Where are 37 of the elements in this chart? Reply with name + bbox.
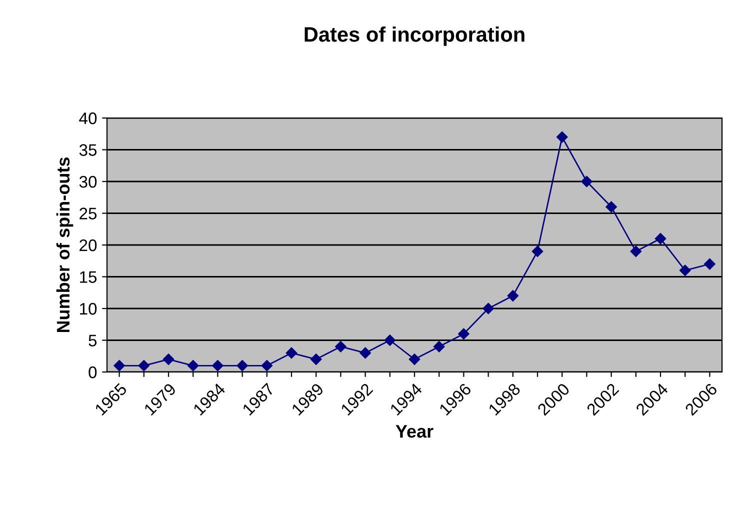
point <box>310 354 322 365</box>
point <box>384 334 396 346</box>
point <box>433 340 445 352</box>
y-tick-label: 25 <box>80 208 97 220</box>
point <box>236 360 248 372</box>
point <box>630 246 642 257</box>
point <box>138 360 150 372</box>
point <box>507 290 519 302</box>
point <box>654 233 666 244</box>
point <box>556 131 568 143</box>
point <box>532 246 544 257</box>
chart-title: Dates of incorporation <box>304 26 524 46</box>
point <box>581 176 592 188</box>
y-tick-label: 15 <box>80 271 97 283</box>
point <box>261 360 273 372</box>
point <box>704 258 716 270</box>
y-tick-label: 0 <box>88 366 97 378</box>
point <box>187 360 199 372</box>
point <box>286 347 298 359</box>
y-axis-title: Number of spin-outs <box>56 157 74 332</box>
point <box>114 360 125 372</box>
y-tick-label: 5 <box>88 334 97 346</box>
point <box>408 354 420 365</box>
y-tick-label: 40 <box>79 112 97 124</box>
y-tick-label: 30 <box>79 176 97 188</box>
point <box>458 328 470 340</box>
x-axis-title: Year <box>396 425 434 438</box>
point <box>679 264 691 276</box>
y-tick-label: 10 <box>80 302 97 315</box>
point <box>212 360 224 372</box>
point <box>360 347 371 359</box>
point <box>335 340 346 352</box>
point <box>162 354 174 365</box>
y-tick-label: 20 <box>80 239 97 252</box>
point <box>606 201 617 213</box>
y-tick-label: 35 <box>79 144 97 156</box>
point <box>482 302 494 314</box>
